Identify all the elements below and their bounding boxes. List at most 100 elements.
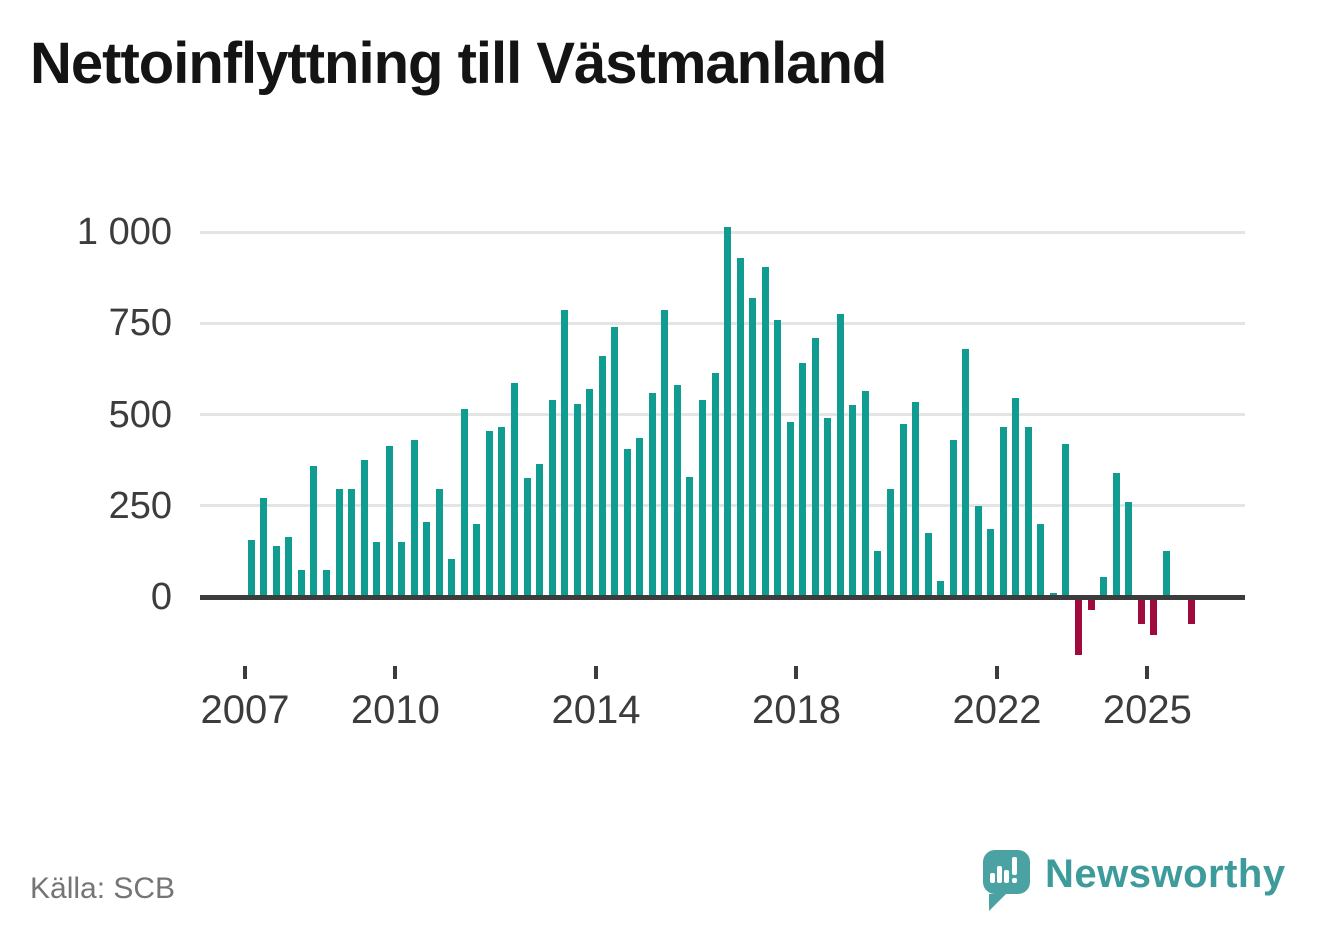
bar-2008-k2 <box>310 465 318 597</box>
newsworthy-wordmark: Newsworthy <box>1045 852 1286 896</box>
bar-2011-k4 <box>485 430 493 597</box>
bar-2015-k3 <box>673 385 681 597</box>
bar-2021-k2 <box>962 348 970 597</box>
bar-2025-k2 <box>1162 551 1170 597</box>
newsworthy-bubble-chart-icon <box>983 850 1030 911</box>
y-tick-label-750: 750 <box>108 302 172 345</box>
bar-2024-k1 <box>1100 576 1108 597</box>
bar-2016-k3 <box>724 226 732 597</box>
x-tick-label-2025: 2025 <box>1102 688 1192 732</box>
bar-2017-k1 <box>749 297 757 597</box>
bar-2012-k3 <box>523 478 531 597</box>
bar-2020-k1 <box>899 423 907 597</box>
logo-bar-tall <box>997 866 1002 883</box>
bar-2020-k2 <box>912 401 920 597</box>
bar-2019-k3 <box>874 551 882 597</box>
bar-2023-k4 <box>1087 597 1095 610</box>
bar-2007-k1 <box>247 540 255 597</box>
x-tick-label-2018: 2018 <box>751 688 841 732</box>
bar-2008-k4 <box>335 489 343 597</box>
bar-2021-k3 <box>974 505 982 597</box>
gridline-750 <box>200 321 1245 325</box>
bar-2013-k2 <box>561 310 569 597</box>
bar-2022-k1 <box>999 427 1007 597</box>
bar-2010-k4 <box>435 489 443 597</box>
logo-exclamation-dot <box>1012 878 1017 883</box>
bar-2015-k1 <box>648 392 656 597</box>
bar-2016-k4 <box>736 257 744 597</box>
bar-2014-k1 <box>598 356 606 597</box>
bar-2009-k3 <box>373 542 381 597</box>
x-tick-2018 <box>794 666 799 679</box>
bar-2017-k4 <box>786 421 794 597</box>
bar-2008-k3 <box>322 569 330 597</box>
x-tick-label-2010: 2010 <box>350 688 440 732</box>
bar-2007-k4 <box>285 536 293 597</box>
bar-2022-k4 <box>1037 524 1045 597</box>
bar-2023-k2 <box>1062 443 1070 597</box>
bar-2013-k3 <box>573 403 581 597</box>
bar-2011-k1 <box>448 558 456 597</box>
y-tick-label-1000: 1 000 <box>76 211 172 253</box>
bar-2013-k4 <box>586 388 594 597</box>
bar-2007-k3 <box>272 545 280 597</box>
gridline-1000 <box>200 230 1245 234</box>
logo-exclamation-stem <box>1012 857 1017 875</box>
logo-bar-medium <box>1004 870 1009 883</box>
bar-2019-k1 <box>849 405 857 597</box>
bar-2022-k2 <box>1012 398 1020 597</box>
bar-2019-k4 <box>886 489 894 597</box>
y-tick-label-250: 250 <box>108 484 172 527</box>
x-tick-2007 <box>243 666 248 679</box>
bar-2015-k4 <box>686 476 694 597</box>
bar-2016-k2 <box>711 372 719 597</box>
logo-bubble-tail <box>989 894 1006 911</box>
bar-2020-k3 <box>924 533 932 597</box>
bar-2024-k3 <box>1125 502 1133 597</box>
chart-title: Nettoinflyttning till Västmanland <box>30 31 887 96</box>
bar-2023-k3 <box>1074 597 1082 656</box>
bar-2024-k4 <box>1137 597 1145 625</box>
bar-2012-k2 <box>510 383 518 597</box>
bar-2009-k4 <box>385 445 393 597</box>
bar-2022-k3 <box>1024 427 1032 597</box>
x-tick-label-2007: 2007 <box>200 688 290 732</box>
x-tick-2014 <box>593 666 598 679</box>
x-tick-label-2014: 2014 <box>551 688 641 732</box>
source-caption: Källa: SCB <box>30 872 176 905</box>
y-tick-label-500: 500 <box>108 393 172 436</box>
bar-2015-k2 <box>661 310 669 597</box>
bar-2010-k3 <box>423 522 431 597</box>
bar-2017-k3 <box>774 319 782 597</box>
bar-2008-k1 <box>297 569 305 597</box>
bar-2025-k1 <box>1150 597 1158 636</box>
bar-2009-k1 <box>348 489 356 597</box>
x-tick-2025 <box>1145 666 1150 679</box>
bar-2018-k3 <box>824 418 832 597</box>
x-tick-2010 <box>393 666 398 679</box>
bar-2021-k4 <box>987 529 995 597</box>
bar-2019-k2 <box>861 390 869 597</box>
bar-2012-k1 <box>498 427 506 597</box>
bar-2017-k2 <box>761 266 769 597</box>
bar-2007-k2 <box>260 498 268 597</box>
bar-2021-k1 <box>949 440 957 597</box>
bar-2010-k2 <box>410 440 418 597</box>
bar-2011-k3 <box>473 524 481 597</box>
bar-2016-k1 <box>698 399 706 597</box>
bar-2018-k2 <box>811 337 819 597</box>
gridline-500 <box>200 413 1245 416</box>
bar-2018-k1 <box>799 363 807 597</box>
bar-2009-k2 <box>360 460 368 597</box>
logo-bar-small <box>990 873 995 883</box>
x-tick-2022 <box>995 666 999 679</box>
bar-2025-k4 <box>1187 597 1195 625</box>
bar-2024-k2 <box>1112 472 1120 597</box>
bar-2011-k2 <box>460 409 468 597</box>
bar-2014-k3 <box>623 449 631 597</box>
bar-2018-k4 <box>836 314 844 597</box>
bar-2014-k4 <box>636 438 644 597</box>
bar-2012-k4 <box>536 463 544 597</box>
